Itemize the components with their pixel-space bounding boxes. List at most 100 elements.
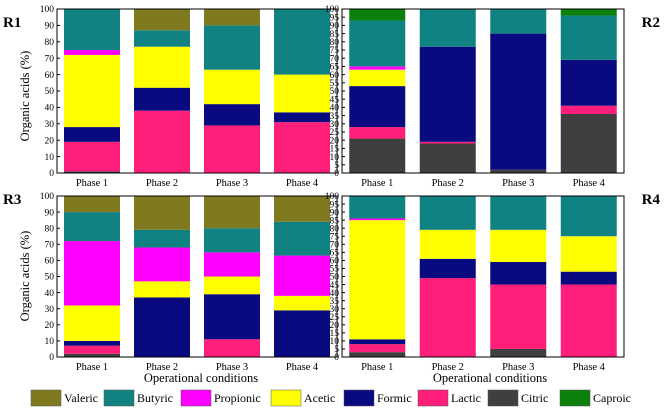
y-tick-label: 0 [334,169,339,179]
bar-r2-phase3-formic [490,33,547,170]
y-tick-label: 40 [330,104,340,114]
y-tick-label: 70 [330,54,340,64]
y-tick-label: 60 [45,71,55,81]
y-tick-label: 30 [330,305,340,315]
bar-r2-phase1-lactic [349,127,406,139]
panel-label-r2: R2 [642,15,660,31]
legend-swatch-butyric [103,389,135,407]
y-tick-label: 50 [330,273,340,283]
y-tick-label: 20 [330,136,340,146]
bar-r4-phase3-butyric [490,196,547,230]
bar-r2-phase2-lactic [419,141,476,144]
x-tick-label: Phase 3 [216,362,248,373]
bar-r3-phase2-valeric [134,196,190,230]
y-tick-label: 75 [330,232,340,242]
y-tick-label: 90 [45,208,55,218]
bar-r4-phase4-lactic [560,284,617,357]
y-tick-label: 80 [45,38,55,48]
legend-label-acetic: Acetic [304,391,335,405]
bar-r3-phase1-valeric [64,196,120,213]
bar-r4-phase1-propionic [349,218,406,221]
y-tick-label: 55 [330,79,340,89]
y-tick-label: 70 [45,54,55,64]
bar-r2-phase1-formic [349,86,406,128]
x-tick-label: Phase 3 [502,362,534,373]
bar-r2-phase2-formic [419,46,476,142]
bar-r1-phase2-lactic [134,110,190,173]
y-tick-label: 0 [49,353,54,363]
y-tick-label: 20 [45,136,55,146]
bar-r4-phase1-formic [349,339,406,345]
bar-r1-phase2-formic [134,87,190,111]
y-tick-label: 80 [330,38,340,48]
bar-r4-phase1-lactic [349,344,406,353]
bar-r2-phase3-citric [490,169,547,173]
bar-r3-phase3-propionic [204,252,260,277]
bar-r2-phase4-caproic [560,9,617,16]
legend-swatch-valeric [30,389,62,407]
y-tick-label: 100 [325,5,340,15]
y-tick-label: 50 [45,87,55,97]
y-tick-label: 0 [49,169,54,179]
bar-r3-phase3-acetic [204,276,260,295]
y-tick-label: 55 [330,265,340,275]
y-tick-label: 80 [330,224,340,234]
x-axis-label-right: Operational conditions [433,371,547,385]
x-tick-label: Phase 1 [361,178,393,189]
bar-r3-phase1-propionic [64,241,120,306]
bar-r3-phase1-lactic [64,345,120,354]
bar-r4-phase3-citric [490,348,547,357]
x-tick-label: Phase 3 [216,178,248,189]
bar-r4-phase3-lactic [490,284,547,349]
bar-r1-phase2-acetic [134,46,190,88]
bar-r4-phase3-acetic [490,229,547,263]
y-tick-label: 65 [330,63,340,73]
y-tick-label: 100 [325,192,340,202]
y-tick-label: 40 [45,104,55,114]
bar-r1-phase3-butyric [204,25,260,70]
y-tick-label: 10 [45,337,55,347]
y-tick-label: 30 [330,120,340,130]
y-tick-label: 100 [40,5,55,15]
y-tick-label: 15 [330,145,340,155]
legend-swatch-acetic [270,389,302,407]
y-tick-label: 25 [330,128,340,138]
bar-r3-phase1-formic [64,340,120,346]
x-tick-label: Phase 2 [146,178,178,189]
y-tick-label: 60 [45,257,55,267]
x-axis-label-left: Operational conditions [144,371,258,385]
x-tick-label: Phase 4 [286,178,319,189]
bar-r3-phase2-formic [134,297,190,357]
bar-r1-phase1-acetic [64,54,120,128]
panel-r3: Phase 1 Phase 2 Phase 3 Phase 4010203040506… [3,192,338,373]
bar-r4-phase4-acetic [560,236,617,272]
bar-r2-phase4-butyric [560,15,617,60]
bar-r1-phase3-acetic [204,69,260,105]
y-tick-label: 100 [40,192,55,202]
bar-r1-phase4-formic [274,112,330,123]
x-tick-label: Phase 2 [432,178,464,189]
bar-r3-phase4-formic [274,310,330,357]
bar-r2-phase1-propionic [349,66,406,70]
y-tick-label: 50 [45,273,55,283]
legend-label-valeric: Valeric [64,391,98,405]
panel-r1: Phase 1 Phase 2 Phase 3 Phase 4010203040506… [3,5,338,189]
bar-r2-phase4-formic [560,59,617,106]
bar-r4-phase3-formic [490,262,547,285]
x-tick-label: Phase 4 [573,362,606,373]
x-tick-label: Phase 2 [432,362,464,373]
bar-r3-phase3-valeric [204,196,260,229]
bar-r1-phase3-valeric [204,9,260,26]
y-tick-label: 10 [330,337,340,347]
y-tick-label: 10 [330,153,340,163]
bar-r3-phase2-acetic [134,281,190,298]
bar-r4-phase1-acetic [349,220,406,340]
y-tick-label: 90 [330,22,340,32]
legend-label-propionic: Propionic [214,391,261,405]
y-tick-label: 85 [330,30,340,40]
bar-r1-phase4-lactic [274,122,330,173]
panel-r4: Phase 1 Phase 2 Phase 3 Phase 4 051015202530… [325,192,661,373]
legend-swatch-lactic [417,389,449,407]
panel-r2: Phase 1 Phase 2 Phase 3 Phase 4 051015202530… [325,5,660,189]
